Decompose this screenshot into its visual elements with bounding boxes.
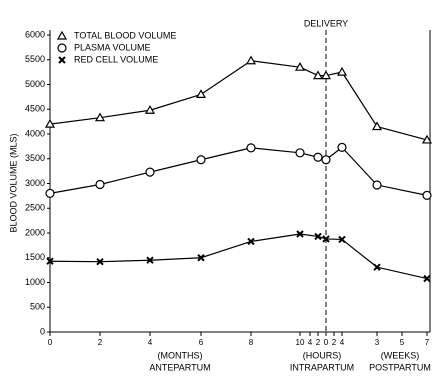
marker xyxy=(197,254,205,262)
x-tick-label: 5 xyxy=(400,338,405,347)
line-segment xyxy=(299,233,319,238)
line-segment xyxy=(250,233,301,243)
group-unit: (WEEKS) xyxy=(381,350,420,360)
x-tick-label: 3 xyxy=(375,338,380,347)
marker xyxy=(338,235,346,244)
marker xyxy=(96,258,104,266)
x-tick-label: 8 xyxy=(249,338,254,347)
line-segment xyxy=(149,159,202,173)
annotation: DELIVERY xyxy=(304,18,348,28)
line-segment xyxy=(376,184,428,196)
y-tick-label: 1500 xyxy=(25,252,45,262)
y-tick-label: 4500 xyxy=(25,104,45,114)
y-tick-label: 1000 xyxy=(25,277,45,287)
line-segment xyxy=(376,125,428,141)
line-segment xyxy=(99,171,151,186)
marker xyxy=(423,274,431,283)
group-name: INTRAPARTUM xyxy=(290,362,354,372)
marker xyxy=(371,121,383,131)
marker xyxy=(336,66,348,76)
line-segment xyxy=(250,60,301,68)
y-tick-label: 3000 xyxy=(25,178,45,188)
legend-label: RED CELL VOLUME xyxy=(74,54,158,64)
x-tick-label: 2 xyxy=(316,338,321,347)
marker xyxy=(45,188,55,198)
line-segment xyxy=(49,183,101,194)
legend-label: PLASMA VOLUME xyxy=(74,42,151,52)
marker xyxy=(373,263,381,271)
marker xyxy=(320,70,332,80)
line-segment xyxy=(149,257,202,261)
marker xyxy=(95,179,105,190)
y-tick-label: 4000 xyxy=(25,128,45,138)
marker xyxy=(46,257,54,265)
legend-label: TOTAL BLOOD VOLUME xyxy=(74,30,176,40)
line-segment xyxy=(149,93,202,111)
marker xyxy=(245,55,257,65)
marker xyxy=(44,118,56,128)
x-tick-label: 10 xyxy=(296,338,305,347)
x-tick-label: 6 xyxy=(199,338,204,347)
y-tick-label: 0 xyxy=(40,326,45,336)
x-tick-label: 0 xyxy=(324,338,329,347)
line-segment xyxy=(99,259,151,263)
y-axis-label: BLOOD VOLUME (MLS) xyxy=(8,133,18,232)
line-segment xyxy=(341,146,378,186)
group-name: POSTPARTUM xyxy=(369,362,431,372)
marker xyxy=(296,230,304,238)
marker xyxy=(56,30,68,40)
marker xyxy=(146,256,154,264)
marker xyxy=(145,167,155,177)
x-tick-label: 4 xyxy=(340,338,345,347)
marker xyxy=(372,180,382,190)
marker xyxy=(294,61,306,71)
marker xyxy=(322,235,330,243)
marker xyxy=(195,89,207,99)
marker xyxy=(314,232,322,241)
y-tick-label: 6000 xyxy=(25,29,45,39)
y-tick-label: 5000 xyxy=(25,79,45,89)
group-name: ANTEPARTUM xyxy=(149,362,210,372)
x-tick-label: 0 xyxy=(48,338,53,347)
x-tick-label: 4 xyxy=(148,338,153,347)
group-unit: (HOURS) xyxy=(303,350,342,360)
y-tick-label: 5500 xyxy=(25,54,45,64)
x-tick-label: 2 xyxy=(332,338,337,347)
marker xyxy=(421,134,433,144)
line-segment xyxy=(376,266,428,280)
marker xyxy=(144,105,156,114)
marker xyxy=(295,148,305,158)
marker xyxy=(58,56,66,64)
x-tick-label: 7 xyxy=(425,338,430,347)
y-tick-label: 500 xyxy=(30,302,45,312)
marker xyxy=(57,43,67,53)
marker xyxy=(196,155,206,165)
line-segment xyxy=(341,238,378,268)
marker xyxy=(312,70,324,80)
line-segment xyxy=(341,71,378,127)
line-segment xyxy=(200,147,252,161)
line-segment xyxy=(200,240,252,259)
line-segment xyxy=(49,117,101,125)
x-tick-label: 4 xyxy=(308,338,313,347)
line-segment xyxy=(250,147,301,154)
marker xyxy=(337,142,347,152)
line-segment xyxy=(99,109,151,119)
y-tick-label: 3500 xyxy=(25,153,45,163)
line-segment xyxy=(200,60,252,95)
y-tick-label: 2500 xyxy=(25,203,45,213)
marker xyxy=(94,112,106,122)
marker xyxy=(422,190,432,200)
marker xyxy=(313,152,323,162)
y-tick-label: 2000 xyxy=(25,227,45,237)
marker xyxy=(321,155,331,165)
marker xyxy=(247,237,255,246)
marker xyxy=(246,143,256,153)
group-unit: (MONTHS) xyxy=(158,350,203,360)
x-tick-label: 2 xyxy=(98,338,103,347)
